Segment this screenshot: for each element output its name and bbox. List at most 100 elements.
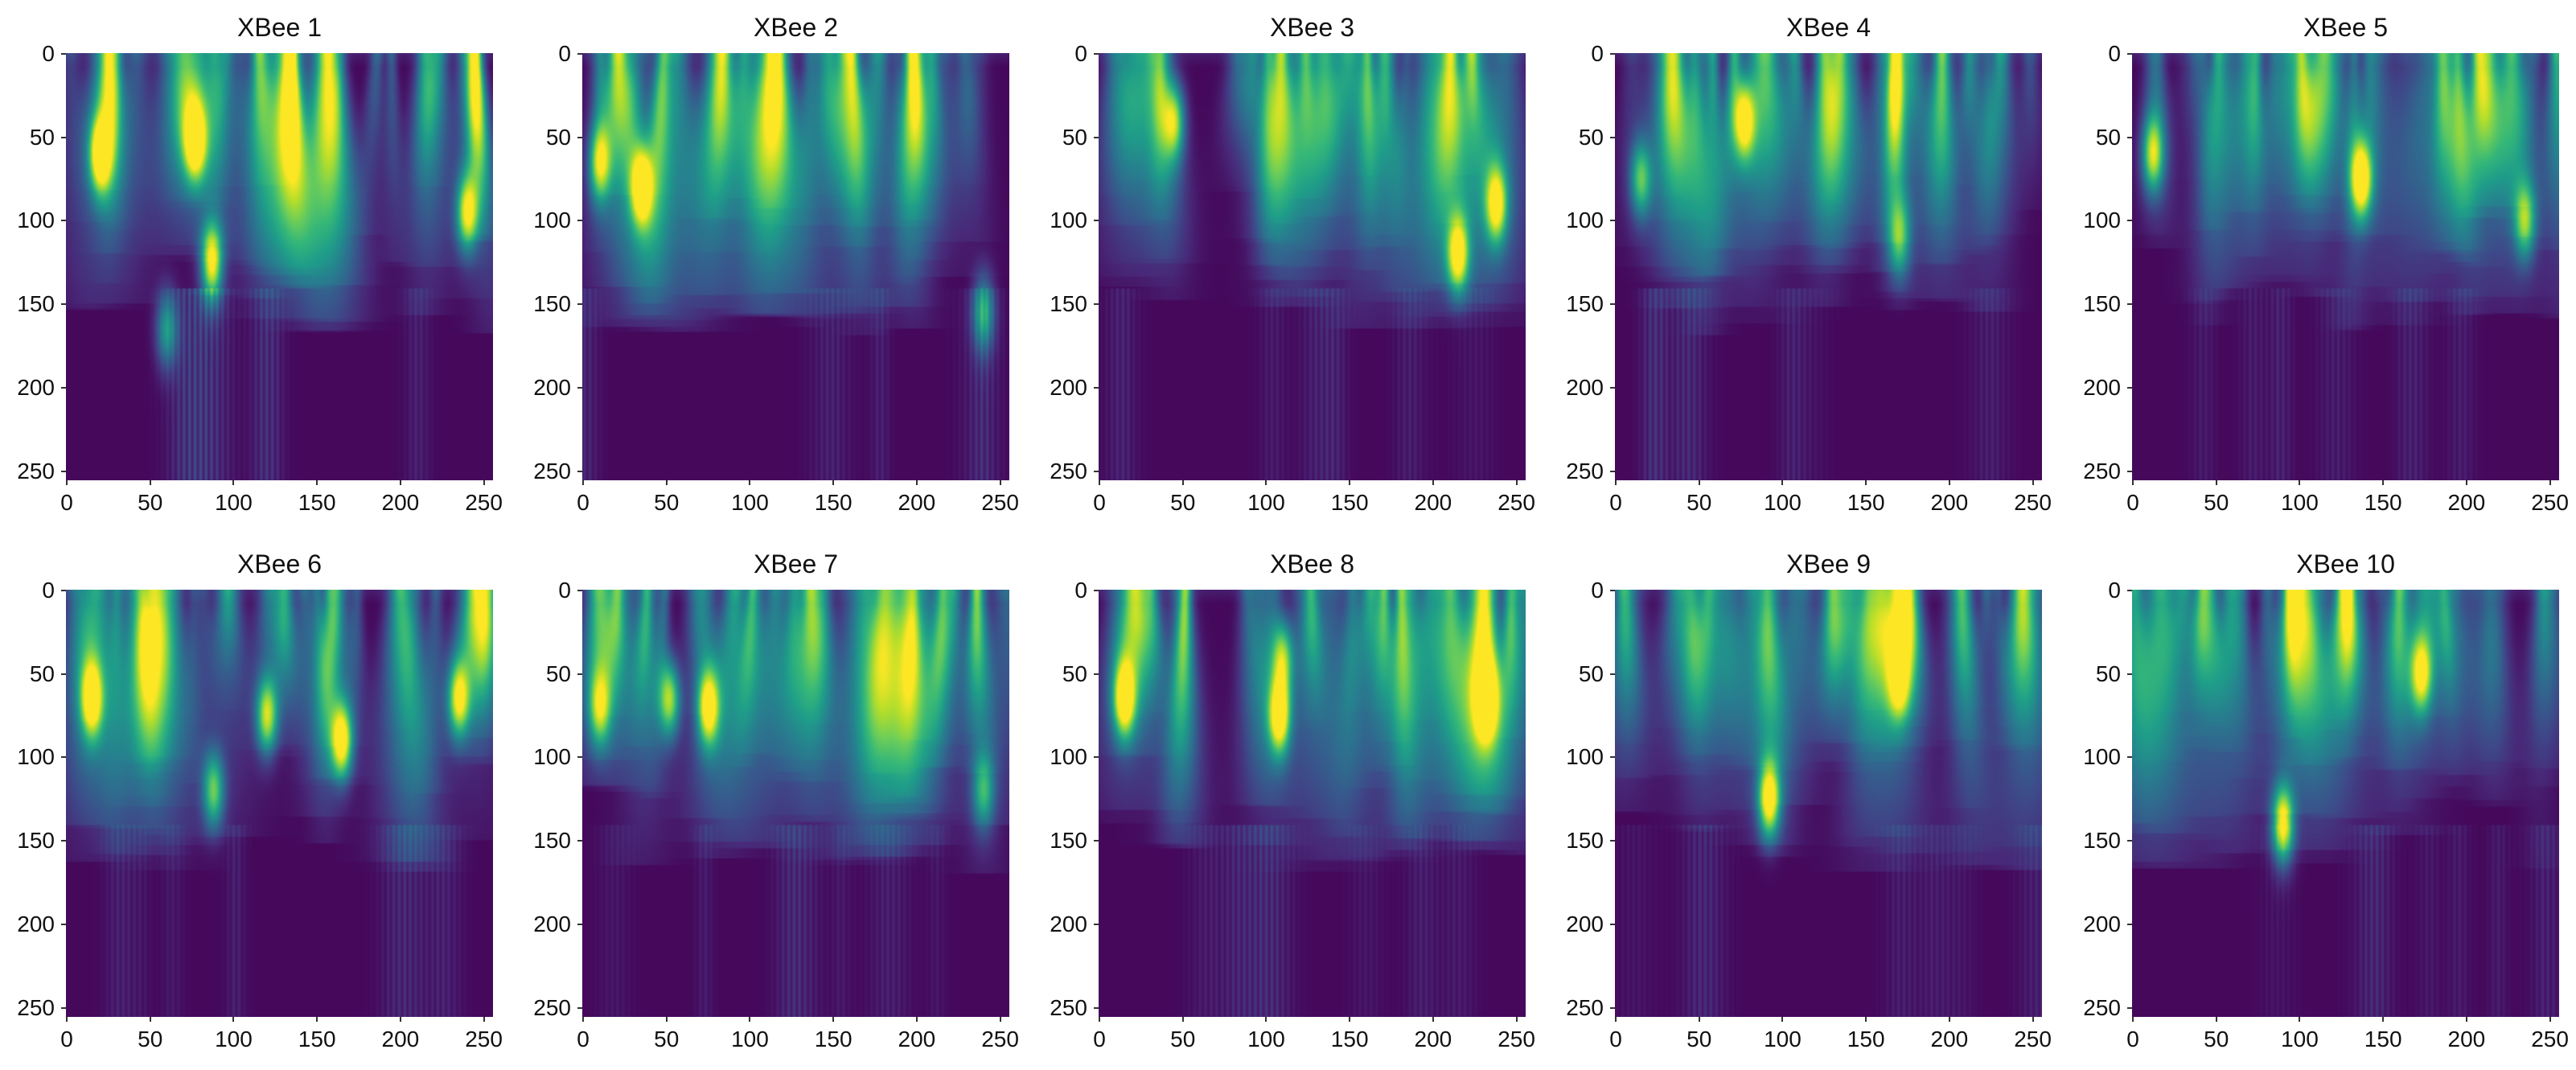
y-tick-mark (61, 470, 66, 472)
heatmap-panel-6: XBee 6 (66, 549, 493, 1017)
x-tick-mark (999, 480, 1001, 485)
x-tick-mark (149, 480, 151, 485)
y-tick-mark (61, 923, 66, 925)
y-tick-mark (577, 923, 582, 925)
y-tick-label: 150 (2083, 291, 2121, 317)
y-tick-label: 0 (2108, 578, 2121, 603)
y-tick-label: 0 (1591, 578, 1604, 603)
y-tick-mark (61, 756, 66, 759)
y-tick-label: 50 (2095, 124, 2121, 150)
y-tick-label: 150 (1050, 291, 1087, 317)
y-tick-label: 150 (1566, 828, 1604, 854)
y-tick-mark (1610, 386, 1615, 389)
panel-title: XBee 6 (237, 549, 322, 578)
y-tick-mark (61, 53, 66, 56)
x-tick-mark (1432, 1017, 1434, 1022)
x-tick-label: 100 (1764, 490, 1802, 515)
x-tick-label: 200 (2447, 490, 2486, 515)
y-tick-mark (1094, 923, 1099, 925)
y-tick-mark (1094, 220, 1099, 222)
x-tick-mark (1349, 1017, 1351, 1022)
x-tick-label: 50 (2204, 490, 2229, 515)
x-tick-label: 200 (1930, 1027, 1969, 1051)
y-tick-label: 250 (1050, 994, 1087, 1020)
x-tick-label: 150 (1330, 490, 1369, 515)
x-tick-label: 200 (381, 490, 420, 515)
panel-title: XBee 4 (1786, 13, 1871, 42)
y-tick-mark (577, 136, 582, 138)
y-tick-mark (577, 53, 582, 56)
x-tick-mark (2032, 1017, 2034, 1022)
x-tick-label: 150 (1847, 490, 1885, 515)
x-tick-mark (2382, 480, 2385, 485)
x-tick-label: 0 (577, 490, 590, 515)
heatmap-panel-10: XBee 10 (2132, 549, 2559, 1017)
x-tick-mark (582, 1017, 585, 1022)
y-tick-mark (2127, 756, 2132, 759)
heatmap-plot-area (66, 53, 493, 480)
y-tick-mark (577, 1006, 582, 1009)
y-tick-label: 100 (2083, 744, 2121, 770)
x-tick-label: 150 (1330, 1027, 1369, 1051)
x-tick-label: 250 (981, 490, 1019, 515)
y-tick-label: 200 (1566, 374, 1604, 400)
x-tick-mark (1698, 1017, 1700, 1022)
y-tick-mark (1610, 53, 1615, 56)
x-tick-label: 150 (814, 1027, 853, 1051)
y-tick-mark (577, 470, 582, 472)
y-tick-mark (61, 303, 66, 306)
x-tick-label: 200 (2447, 1027, 2486, 1051)
x-tick-mark (399, 1017, 401, 1022)
x-tick-label: 250 (2014, 490, 2052, 515)
x-tick-mark (2549, 1017, 2551, 1022)
y-tick-label: 200 (1050, 911, 1087, 936)
heatmap-image (66, 53, 493, 480)
heatmap-plot-area (66, 590, 493, 1017)
x-tick-label: 250 (465, 490, 503, 515)
x-tick-label: 100 (215, 490, 253, 515)
x-tick-label: 200 (1414, 1027, 1452, 1051)
y-tick-label: 250 (17, 994, 55, 1020)
y-tick-mark (61, 590, 66, 592)
heatmap-image (2132, 53, 2559, 480)
y-tick-mark (1094, 136, 1099, 138)
y-tick-mark (1610, 220, 1615, 222)
x-tick-mark (1099, 1017, 1101, 1022)
y-tick-mark (2127, 136, 2132, 138)
y-tick-mark (1610, 756, 1615, 759)
y-tick-label: 200 (1050, 374, 1087, 400)
x-tick-mark (2549, 480, 2551, 485)
x-tick-mark (1781, 1017, 1784, 1022)
x-tick-mark (915, 480, 918, 485)
y-tick-mark (61, 386, 66, 389)
y-tick-label: 200 (533, 374, 571, 400)
y-tick-label: 250 (1050, 458, 1087, 484)
x-tick-mark (2215, 480, 2217, 485)
x-tick-label: 50 (654, 490, 680, 515)
heatmap-image (66, 590, 493, 1017)
x-tick-label: 250 (1498, 1027, 1535, 1051)
y-tick-mark (2127, 840, 2132, 842)
y-tick-mark (1094, 840, 1099, 842)
heatmap-panel-9: XBee 9 (1615, 549, 2042, 1017)
x-tick-mark (1181, 1017, 1184, 1022)
y-tick-label: 200 (2083, 374, 2121, 400)
x-tick-label: 100 (1247, 490, 1285, 515)
x-tick-label: 250 (981, 1027, 1019, 1051)
y-tick-label: 100 (1050, 208, 1087, 233)
x-tick-mark (665, 480, 668, 485)
y-tick-label: 150 (1566, 291, 1604, 317)
panel-title: XBee 7 (754, 549, 838, 578)
y-tick-mark (577, 756, 582, 759)
y-tick-mark (61, 136, 66, 138)
y-tick-label: 250 (533, 994, 571, 1020)
y-tick-label: 100 (1566, 744, 1604, 770)
heatmap-panel-5: XBee 5 (2132, 13, 2559, 480)
y-tick-label: 200 (17, 911, 55, 936)
x-tick-mark (915, 1017, 918, 1022)
y-tick-label: 200 (2083, 911, 2121, 936)
y-tick-mark (2127, 673, 2132, 675)
x-tick-label: 0 (2126, 1027, 2139, 1051)
y-tick-label: 150 (533, 828, 571, 854)
x-tick-label: 100 (2281, 490, 2319, 515)
